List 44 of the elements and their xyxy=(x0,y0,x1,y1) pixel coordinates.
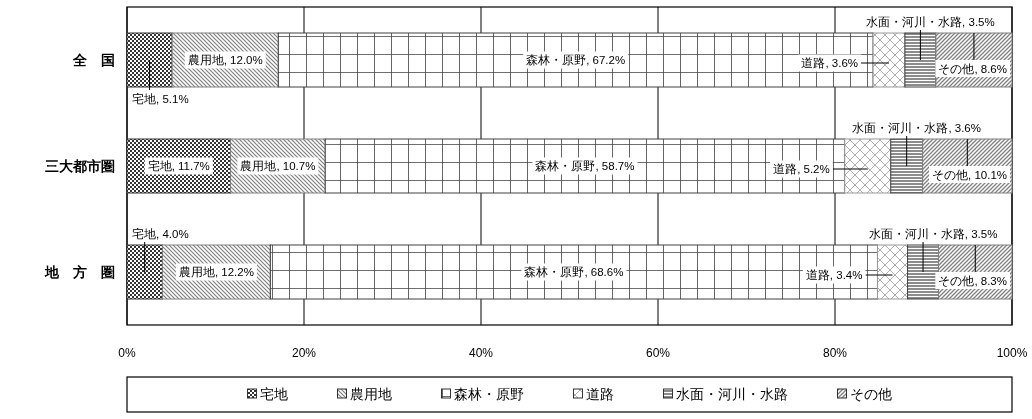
legend-label: 農用地 xyxy=(349,386,392,402)
data-label: 道路, 5.2% xyxy=(773,163,830,175)
x-tick-label: 60% xyxy=(645,346,671,360)
legend-label: 水面・河川・水路 xyxy=(675,386,788,402)
y-tick-label: 地 方 圏 xyxy=(44,264,115,280)
data-label: その他, 10.1% xyxy=(932,168,1007,182)
bar xyxy=(844,138,892,194)
y-tick-label: 三大都市圏 xyxy=(45,158,115,174)
data-label: 農用地, 12.2% xyxy=(178,266,254,278)
bar xyxy=(904,32,937,88)
legend-label: 宅地 xyxy=(259,386,288,402)
x-tick-label: 100% xyxy=(996,346,1028,360)
data-label: その他, 8.3% xyxy=(938,274,1007,288)
bar xyxy=(277,32,874,88)
data-label: その他, 8.6% xyxy=(938,62,1007,76)
bar xyxy=(126,244,163,300)
data-label: 道路, 3.6% xyxy=(801,57,859,69)
data-label: 宅地, 11.7% xyxy=(147,159,210,172)
data-label: 宅地, 4.0% xyxy=(132,226,189,240)
data-label: 農用地, 12.0% xyxy=(187,54,263,66)
data-label: 水面・河川・水路, 3.5% xyxy=(868,227,998,240)
x-tick-label: 80% xyxy=(822,346,848,360)
legend-label: その他 xyxy=(849,386,892,402)
bar xyxy=(907,244,940,300)
bar xyxy=(126,32,173,88)
legend-label: 森林・原野 xyxy=(453,386,524,402)
y-tick-label: 全 国 xyxy=(72,52,115,68)
data-label: 水面・河川・水路, 3.5% xyxy=(866,15,995,28)
bar xyxy=(872,32,906,88)
x-tick-label: 20% xyxy=(291,346,317,360)
data-label: 森林・原野, 68.6% xyxy=(524,266,624,278)
data-label: 水面・河川・水路, 3.6% xyxy=(852,121,981,134)
bar xyxy=(269,244,878,300)
bar xyxy=(876,244,909,300)
data-label: 森林・原野, 67.2% xyxy=(526,54,626,66)
x-tick-label: 0% xyxy=(118,346,136,360)
data-label: 森林・原野, 58.7% xyxy=(535,160,635,172)
data-label: 農用地, 10.7% xyxy=(240,160,316,172)
x-tick-label: 40% xyxy=(468,346,494,360)
data-label: 道路, 3.4% xyxy=(805,269,863,281)
legend-label: 道路 xyxy=(585,386,614,402)
bar xyxy=(890,138,924,194)
data-label: 宅地, 5.1% xyxy=(132,91,189,105)
bar xyxy=(324,138,846,194)
